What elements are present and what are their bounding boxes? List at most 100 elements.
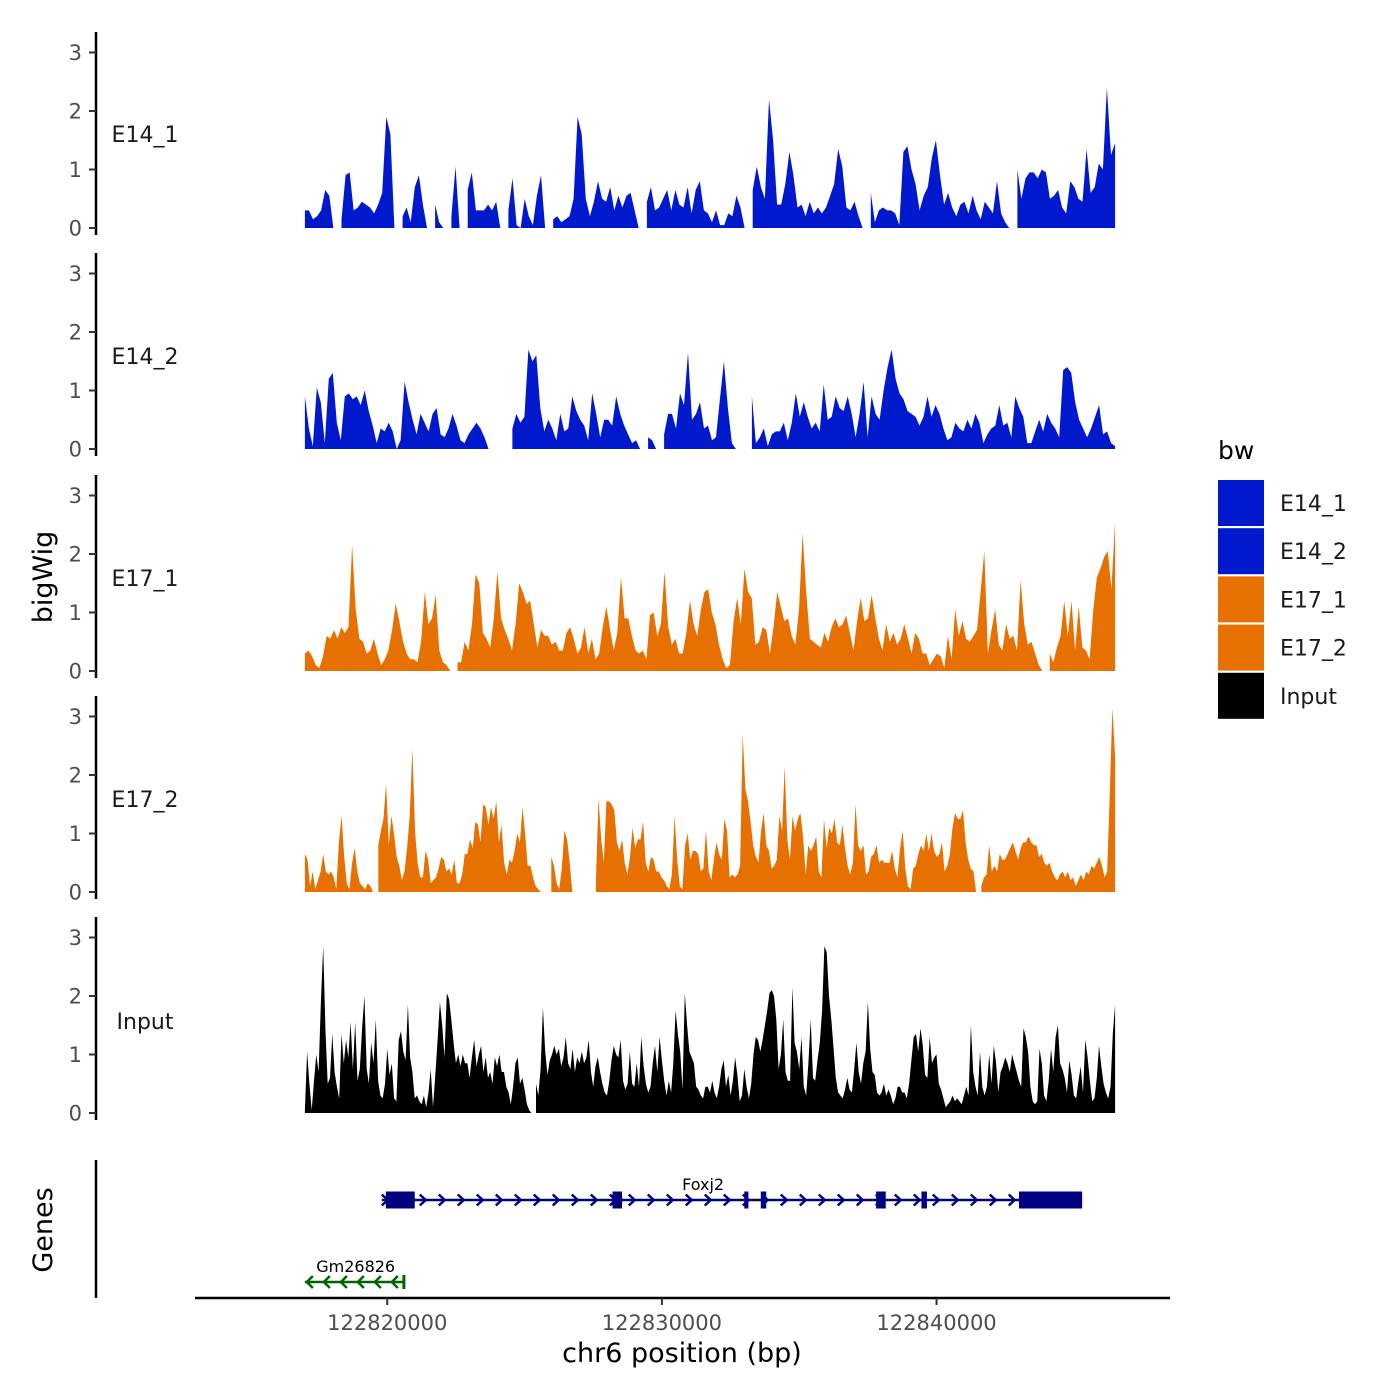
- strand-arrow-foxj2: [798, 1193, 808, 1207]
- gene-track-panel: Genes Foxj2 Gm26826: [28, 1160, 1083, 1298]
- y-tick-label-e17-2-2: 2: [69, 764, 82, 788]
- strand-arrow-foxj2: [418, 1193, 428, 1207]
- strand-arrow-gm26826: [373, 1275, 382, 1289]
- y-tick-label-input-0: 0: [69, 1102, 82, 1126]
- y-tick-label-e17-2-0: 0: [69, 881, 82, 905]
- x-axis: chr6 position (bp) 122820000 122830000 122…: [195, 1296, 1170, 1369]
- legend-label-e17-1: E17_1: [1280, 588, 1347, 613]
- strand-arrow-foxj2: [646, 1193, 656, 1207]
- strand-arrow-foxj2: [855, 1193, 865, 1207]
- track-panel-e17-2: E17_2 0 1 2 3: [69, 696, 1116, 905]
- y-tick-label-e17-1-1: 1: [69, 601, 82, 625]
- legend-label-e14-2: E14_2: [1280, 540, 1347, 565]
- y-tick-label-e14-2-2: 2: [69, 321, 82, 345]
- exon-foxj2-1: [612, 1191, 623, 1209]
- track-panel-e14-2: E14_2 0 1 2 3: [69, 253, 1116, 462]
- strand-arrow-foxj2: [931, 1193, 941, 1207]
- strand-arrow-foxj2: [988, 1193, 998, 1207]
- strand-arrow-foxj2: [456, 1193, 466, 1207]
- strand-arrow-foxj2: [494, 1193, 504, 1207]
- exon-foxj2-4: [876, 1191, 886, 1209]
- exon-foxj2-2: [744, 1191, 749, 1209]
- exon-foxj2-0: [385, 1191, 415, 1209]
- y-tick-label-input-2: 2: [69, 985, 82, 1009]
- legend-label-e17-2: E17_2: [1280, 637, 1347, 662]
- y-tick-label-e14-2-3: 3: [69, 262, 82, 286]
- y-tick-label-e17-1-2: 2: [69, 543, 82, 567]
- strand-arrow-foxj2: [513, 1193, 523, 1207]
- y-tick-label-input-1: 1: [69, 1043, 82, 1067]
- coverage-area-input: [304, 946, 1116, 1113]
- strand-arrow-foxj2: [551, 1193, 561, 1207]
- coverage-area-e17-2: [304, 707, 1116, 892]
- strand-arrow-foxj2: [665, 1193, 675, 1207]
- exon-gm26826-0: [402, 1275, 406, 1289]
- y-tick-label-e14-1-2: 2: [69, 100, 82, 124]
- track-panel-e17-1: E17_1 0 1 2 3: [69, 475, 1116, 684]
- strand-arrow-foxj2: [570, 1193, 580, 1207]
- strand-arrow-gm26826: [322, 1275, 331, 1289]
- legend-label-input: Input: [1280, 685, 1337, 710]
- legend-key-e17-2: [1218, 624, 1264, 671]
- legend-title: bw: [1218, 436, 1254, 465]
- y-tick-label-e14-1-1: 1: [69, 158, 82, 182]
- gene-label-foxj2: Foxj2: [682, 1175, 724, 1194]
- track-panel-input: Input 0 1 2 3: [69, 917, 1116, 1126]
- coverage-area-e14-1: [304, 87, 1116, 228]
- x-tick-label-0: 122820000: [327, 1311, 447, 1335]
- legend-label-e14-1: E14_1: [1280, 492, 1347, 517]
- track-panel-e14-1: E14_1 0 1 2 3: [69, 32, 1116, 241]
- strand-arrow-gm26826: [390, 1275, 399, 1289]
- panel-label-e14-1: E14_1: [112, 123, 179, 148]
- x-axis-title: chr6 position (bp): [562, 1338, 802, 1369]
- exon-foxj2-5: [921, 1191, 927, 1209]
- strand-arrow-foxj2: [437, 1193, 447, 1207]
- legend-key-e14-1: [1218, 480, 1264, 526]
- strand-arrow-foxj2: [627, 1193, 637, 1207]
- strand-arrow-foxj2: [1007, 1193, 1017, 1207]
- coverage-area-e17-1: [304, 521, 1116, 671]
- x-tick-label-1: 122830000: [602, 1311, 722, 1335]
- genes-axis-title: Genes: [28, 1187, 59, 1272]
- y-tick-label-e17-1-3: 3: [69, 484, 82, 508]
- strand-arrow-foxj2: [817, 1193, 827, 1207]
- legend-key-input: [1218, 672, 1264, 719]
- strand-arrow-foxj2: [684, 1193, 694, 1207]
- strand-arrow-gm26826: [305, 1275, 314, 1289]
- strand-arrow-foxj2: [912, 1193, 922, 1207]
- y-tick-label-e17-2-3: 3: [69, 705, 82, 729]
- y-tick-label-e14-2-1: 1: [69, 379, 82, 403]
- strand-arrow-foxj2: [722, 1193, 732, 1207]
- strand-arrow-foxj2: [950, 1193, 960, 1207]
- x-tick-label-2: 122840000: [876, 1311, 996, 1335]
- strand-arrow-foxj2: [589, 1193, 599, 1207]
- strand-arrow-foxj2: [703, 1193, 713, 1207]
- strand-arrow-foxj2: [893, 1193, 903, 1207]
- legend-key-e14-2: [1218, 528, 1264, 575]
- exon-foxj2-3: [760, 1191, 767, 1209]
- strand-arrow-gm26826: [356, 1275, 365, 1289]
- y-tick-label-e14-2-0: 0: [69, 438, 82, 462]
- strand-arrow-foxj2: [836, 1193, 846, 1207]
- strand-arrow-foxj2: [532, 1193, 542, 1207]
- y-tick-label-input-3: 3: [69, 926, 82, 950]
- y-axis-title: bigWig: [28, 531, 59, 624]
- y-tick-label-e17-2-1: 1: [69, 822, 82, 846]
- panel-label-input: Input: [117, 1010, 174, 1035]
- legend: bw E14_1 E14_2 E17_1 E17_2 Input: [1218, 436, 1347, 719]
- y-tick-label-e17-1-0: 0: [69, 660, 82, 684]
- panel-label-e14-2: E14_2: [112, 345, 179, 370]
- strand-arrow-foxj2: [475, 1193, 485, 1207]
- y-tick-label-e14-1-0: 0: [69, 217, 82, 241]
- strand-arrow-foxj2: [779, 1193, 789, 1207]
- panel-label-e17-1: E17_1: [112, 567, 179, 592]
- coverage-area-e14-2: [304, 349, 1116, 449]
- exon-foxj2-6: [1018, 1191, 1083, 1209]
- strand-arrow-foxj2: [969, 1193, 979, 1207]
- y-tick-label-e14-1-3: 3: [69, 41, 82, 65]
- strand-arrow-gm26826: [339, 1275, 348, 1289]
- gene-label-gm26826: Gm26826: [316, 1257, 395, 1276]
- legend-key-e17-1: [1218, 576, 1264, 623]
- panel-label-e17-2: E17_2: [112, 788, 179, 813]
